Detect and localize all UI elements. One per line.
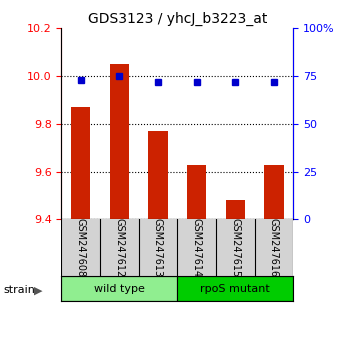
Text: GSM247612: GSM247612 [114, 218, 124, 278]
Bar [187, 165, 206, 219]
Text: GSM247613: GSM247613 [153, 218, 163, 278]
Text: GSM247615: GSM247615 [230, 218, 240, 278]
Text: GSM247616: GSM247616 [269, 218, 279, 278]
Bar [71, 107, 90, 219]
Text: wild type: wild type [94, 284, 145, 293]
Bar [264, 165, 284, 219]
Text: ▶: ▶ [34, 285, 43, 295]
Text: rpoS mutant: rpoS mutant [201, 284, 270, 293]
Bar [148, 131, 168, 219]
Bar [110, 64, 129, 219]
FancyBboxPatch shape [61, 276, 177, 301]
FancyBboxPatch shape [177, 276, 293, 301]
Bar [226, 200, 245, 219]
Title: GDS3123 / yhcJ_b3223_at: GDS3123 / yhcJ_b3223_at [88, 12, 267, 26]
Text: GSM247608: GSM247608 [76, 218, 86, 278]
Legend: transformed count, percentile rank within the sample: transformed count, percentile rank withi… [85, 350, 270, 354]
Text: strain: strain [3, 285, 35, 295]
Text: GSM247614: GSM247614 [192, 218, 202, 278]
